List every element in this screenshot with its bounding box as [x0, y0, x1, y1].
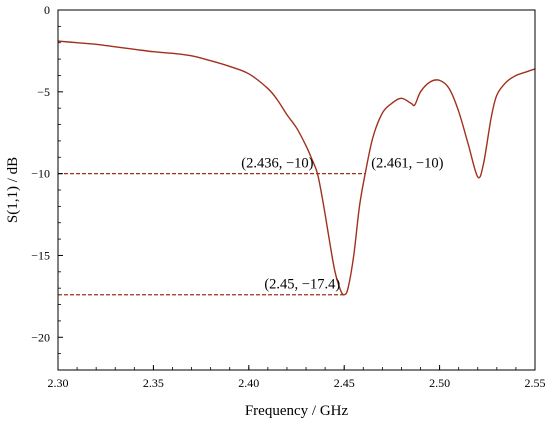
x-tick-label: 2.35: [143, 376, 164, 390]
s11-series-line: [57, 40, 536, 296]
x-tick-label: 2.40: [238, 376, 259, 390]
x-tick-label: 2.50: [429, 376, 450, 390]
x-tick-label: 2.30: [48, 376, 69, 390]
plot-frame: [57, 9, 536, 371]
y-tick-label: −20: [31, 330, 50, 344]
x-tick-label: 2.55: [525, 376, 546, 390]
annotation-label: (2.436, −10): [241, 156, 313, 172]
y-tick-label: −15: [31, 248, 50, 262]
y-tick-label: 0: [44, 3, 50, 17]
y-axis-label: S(1,1) / dB: [5, 157, 21, 223]
y-axis-ticks: 0 −5 −10 −15 −20: [31, 3, 63, 355]
annotations: (2.436, −10) (2.461, −10) (2.45, −17.4): [241, 156, 443, 293]
annotation-label: (2.45, −17.4): [264, 277, 340, 293]
x-tick-label: 2.45: [334, 376, 355, 390]
x-axis-ticks: 2.30 2.35 2.40 2.45 2.50 2.55: [48, 365, 546, 390]
annotation-label: (2.461, −10): [371, 156, 443, 172]
y-tick-label: −10: [31, 167, 50, 181]
y-tick-label: −5: [37, 85, 50, 99]
x-axis-label: Frequency / GHz: [245, 403, 349, 419]
reference-lines: [58, 173, 366, 296]
